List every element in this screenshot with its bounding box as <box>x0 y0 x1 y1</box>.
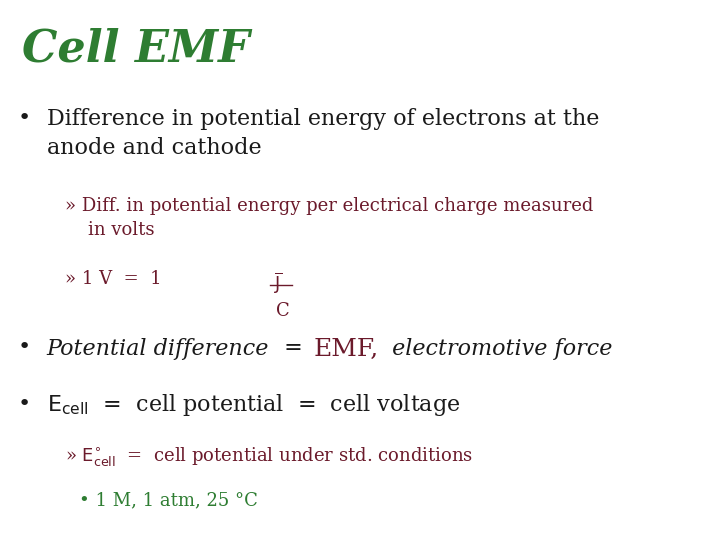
Text: electromotive force: electromotive force <box>385 338 613 360</box>
Text: C: C <box>276 302 289 320</box>
Text: » $\mathrm{E^{\circ}_{cell}}$  =  cell potential under std. conditions: » $\mathrm{E^{\circ}_{cell}}$ = cell pot… <box>65 446 473 469</box>
Text: =: = <box>277 338 310 360</box>
Text: $\mathrm{E_{cell}}$  =  cell potential  =  cell voltage: $\mathrm{E_{cell}}$ = cell potential = c… <box>47 392 460 417</box>
Text: •: • <box>18 108 31 128</box>
Text: •: • <box>18 338 31 357</box>
Text: •: • <box>18 394 31 414</box>
Text: Potential difference: Potential difference <box>47 338 269 360</box>
Text: $\overline{\mathrm{J}}$: $\overline{\mathrm{J}}$ <box>274 270 282 295</box>
Text: • 1 M, 1 atm, 25 °C: • 1 M, 1 atm, 25 °C <box>79 491 258 509</box>
Text: » Diff. in potential energy per electrical charge measured
    in volts: » Diff. in potential energy per electric… <box>65 197 593 239</box>
Text: Cell EMF: Cell EMF <box>22 27 249 70</box>
Text: Difference in potential energy of electrons at the
anode and cathode: Difference in potential energy of electr… <box>47 108 599 159</box>
Text: » 1 V  =  1: » 1 V = 1 <box>65 270 161 288</box>
Text: EMF,: EMF, <box>313 338 379 361</box>
